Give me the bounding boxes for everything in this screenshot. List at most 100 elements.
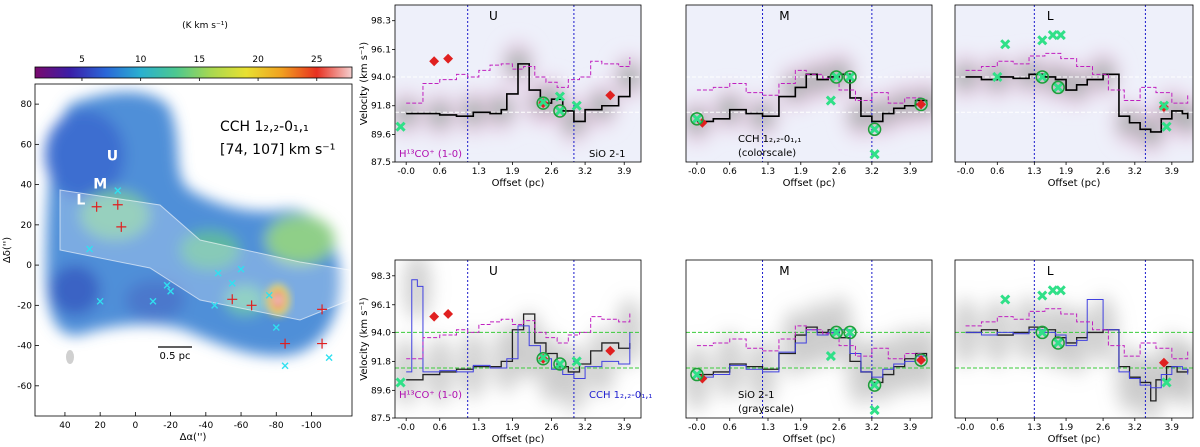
cyan-x-marker (211, 301, 219, 309)
colorbar-unit-label: (K km s⁻¹) (182, 21, 228, 31)
annotation-line1: CCH 1₂,₂-0₁,₁ (738, 134, 801, 145)
ytick-label: 94.0 (371, 73, 391, 83)
cyan-x-marker (691, 369, 702, 380)
panel-title: M (779, 9, 789, 23)
cyan-x-marker (538, 96, 549, 107)
xtick-label: 3.9 (617, 423, 632, 433)
cyan-x-marker (167, 287, 175, 295)
cyan-x-marker (869, 405, 880, 416)
cyan-x-marker (844, 71, 856, 83)
green-circle-marker (1051, 336, 1065, 350)
cyan-x-marker (831, 327, 842, 338)
panel-plot-area (686, 5, 932, 162)
xtick-label: -0.0 (397, 423, 415, 433)
emission-blob (1173, 340, 1193, 409)
series-line-cch (696, 329, 928, 378)
green-circle-marker (843, 325, 857, 340)
ytick-label: 87.5 (371, 158, 391, 168)
panel-ylabel: Velocity (km s⁻¹) (359, 297, 370, 381)
xtick-label: 2.6 (832, 423, 847, 433)
pv-panel-bottom-U: -0.0 0.6 1.3 1.9 2.6 3.2 3.9 87.5 89.6 91.8 94.0 96… (359, 259, 652, 445)
xtick-label: 2.6 (1096, 167, 1111, 177)
green-circle-marker (1035, 325, 1050, 340)
cyan-x-marker (1037, 35, 1048, 46)
xtick-label: 1.9 (794, 167, 809, 177)
annotation-cch: CCH 1₂,₂-0₁,₁ (589, 390, 652, 401)
green-circle-marker (829, 70, 844, 84)
xtick-label: 1.9 (1059, 423, 1074, 433)
map-xtick-label: 20 (94, 421, 106, 431)
map-ytick-label: -20 (17, 301, 32, 311)
emission-blob (615, 298, 641, 367)
map-panel: (K km s⁻¹) 5 10 15 20 25 40 (2, 21, 353, 443)
red-diamond-marker (605, 345, 616, 356)
cyan-x-marker (844, 327, 856, 338)
series-line-cch (965, 73, 1189, 133)
ytick-label: 87.5 (371, 414, 391, 424)
xtick-label: 1.3 (472, 423, 486, 433)
red-cross-marker (246, 300, 257, 311)
annotation-h13co: H¹³CO⁺ (1-0) (399, 149, 462, 160)
panel-xlabel: Offset (pc) (783, 434, 836, 445)
green-circle-marker (536, 352, 550, 366)
red-diamond-marker (429, 311, 440, 322)
panel-title: M (779, 264, 789, 278)
ytick-label: 89.6 (371, 131, 391, 141)
scalebar-label: 0.5 pc (160, 351, 191, 362)
xtick-label: 3.2 (578, 423, 592, 433)
cyan-x-marker (395, 377, 406, 388)
map-markers: UML (76, 148, 333, 370)
red-cross-marker (317, 338, 328, 349)
green-circle-marker (867, 122, 882, 137)
xtick-label: 3.2 (865, 423, 879, 433)
panel-frame (954, 259, 1194, 419)
map-title-line2: [74, 107] km s⁻¹ (220, 142, 335, 158)
series-line-h13co (965, 308, 1189, 360)
map-xtick-label: 0 (133, 421, 139, 431)
xtick-label: 0.6 (990, 167, 1005, 177)
xtick-label: 0.6 (433, 423, 448, 433)
cyan-x-marker (1161, 377, 1172, 388)
emission-blob (403, 260, 432, 321)
panel-frame (954, 4, 1194, 163)
pv-panel-top-M: -0.0 0.6 1.3 1.9 2.6 3.2 3.9 Offset (pc) M CCH 1₂… (685, 4, 933, 189)
xtick-label: 1.3 (1027, 167, 1041, 177)
panel-title: L (1047, 9, 1054, 23)
series-line-cch (406, 279, 631, 379)
ytick-label: 96.1 (371, 45, 391, 55)
xtick-label: 2.6 (544, 167, 559, 177)
xtick-label: 3.2 (1128, 167, 1142, 177)
xtick-label: 1.9 (505, 167, 520, 177)
panel-ylabel: Velocity (km s⁻¹) (359, 42, 370, 126)
panel-xlabel: Offset (pc) (492, 178, 545, 189)
cyan-x-marker (825, 351, 836, 362)
ytick-label: 91.8 (371, 102, 391, 112)
map-title-line1: CCH 1₂,₂-0₁,₁ (220, 119, 309, 135)
series-line-h13co (696, 69, 922, 104)
xtick-label: 0.6 (723, 167, 738, 177)
cyan-x-marker (571, 356, 582, 367)
colorbar (34, 66, 353, 79)
cyan-x-marker (1053, 82, 1064, 93)
xtick-label: 1.3 (761, 423, 775, 433)
cyan-x-marker (992, 71, 1003, 83)
red-cross-marker (116, 221, 127, 232)
cyan-x-marker (869, 124, 880, 135)
panel-plot-area (955, 5, 1193, 162)
xtick-label: 2.6 (1096, 423, 1111, 433)
cyan-x-marker (571, 100, 582, 111)
ytick-label: 98.3 (371, 272, 391, 282)
red-diamond-marker (605, 90, 616, 101)
cyan-x-marker (1047, 285, 1058, 296)
xtick-label: 1.3 (472, 167, 486, 177)
map-ytick-label: 80 (21, 100, 33, 110)
panel-frame (685, 4, 933, 163)
red-cross-marker (112, 199, 123, 210)
cyan-x-marker (1055, 30, 1066, 41)
xtick-label: 2.6 (832, 167, 847, 177)
cyan-x-marker (691, 113, 702, 124)
cyan-x-marker (554, 91, 565, 102)
series-line-h13co (406, 312, 631, 360)
green-circle-marker (690, 367, 704, 382)
xtick-label: 3.2 (578, 167, 592, 177)
